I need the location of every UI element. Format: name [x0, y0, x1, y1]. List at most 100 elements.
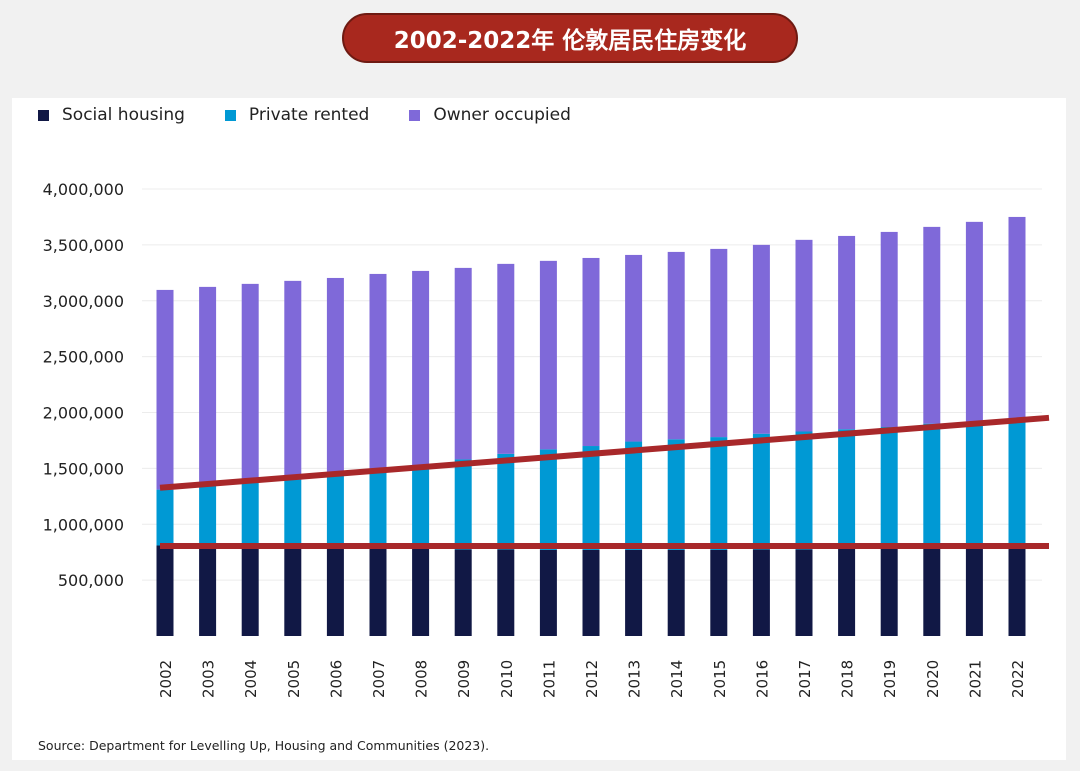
legend-item-owner: Owner occupied	[409, 105, 571, 125]
bar-social-housing	[284, 547, 302, 636]
y-tick-label: 2,000,000	[43, 404, 124, 423]
bar-owner-occupied	[923, 226, 941, 424]
bar-owner-occupied	[454, 267, 472, 460]
bar-private-rented	[880, 427, 898, 549]
x-tick-label: 2012	[583, 660, 601, 698]
y-tick-label: 1,500,000	[43, 459, 124, 478]
bar-owner-occupied	[497, 263, 515, 454]
x-tick-label: 2015	[711, 660, 729, 698]
x-tick-label: 2016	[753, 660, 771, 698]
y-tick-label: 3,500,000	[43, 236, 124, 255]
bar-private-rented	[667, 439, 685, 550]
bar-owner-occupied	[582, 257, 600, 447]
legend: Social housing Private rented Owner occu…	[38, 105, 611, 125]
bar-social-housing	[752, 549, 770, 636]
legend-label: Owner occupied	[433, 105, 571, 125]
bar-owner-occupied	[667, 251, 685, 440]
bar-private-rented	[965, 423, 983, 549]
bar-social-housing	[838, 548, 856, 636]
bar-private-rented	[710, 437, 728, 550]
stacked-bar-chart: 500,000 1,000,000 1,500,000 2,000,000 2,500,…	[43, 180, 1050, 698]
chart-title-banner: 2002-2022年 伦敦居民住房变化	[342, 13, 798, 63]
legend-item-social: Social housing	[38, 105, 185, 125]
bar-social-housing	[241, 547, 259, 636]
bar-social-housing	[625, 549, 643, 636]
bar-social-housing	[795, 549, 813, 636]
bar-private-rented	[369, 470, 387, 549]
legend-swatch	[38, 109, 49, 121]
source-note: Source: Department for Levelling Up, Hou…	[38, 738, 490, 753]
bar-private-rented	[582, 446, 600, 550]
bar-social-housing	[710, 549, 728, 636]
bar-private-rented	[241, 482, 259, 548]
bar-private-rented	[752, 433, 770, 550]
bar-social-housing	[667, 549, 685, 636]
bar-private-rented	[539, 449, 557, 550]
x-tick-label: 2014	[668, 660, 686, 698]
bar-social-housing	[199, 546, 217, 636]
bar-private-rented	[326, 475, 344, 549]
bar-owner-occupied	[795, 239, 813, 432]
legend-item-private: Private rented	[224, 105, 370, 125]
bar-private-rented	[625, 441, 643, 550]
x-tick-label: 2022	[1009, 660, 1027, 698]
bar-private-rented	[454, 459, 472, 550]
bar-owner-occupied	[156, 289, 174, 490]
bar-social-housing	[582, 549, 600, 636]
bar-private-rented	[199, 485, 217, 547]
trend-line-private-rented	[159, 414, 1050, 491]
bar-owner-occupied	[965, 221, 983, 424]
y-tick-label: 3,000,000	[43, 292, 124, 311]
bar-social-housing	[156, 545, 174, 636]
bar-private-rented	[284, 479, 302, 548]
x-tick-label: 2018	[839, 660, 857, 698]
bar-social-housing	[539, 549, 557, 636]
y-tick-label: 2,500,000	[43, 348, 124, 367]
x-tick-label: 2013	[626, 660, 644, 698]
bar-private-rented	[412, 465, 430, 549]
bar-social-housing	[1008, 547, 1026, 636]
bar-owner-occupied	[369, 273, 387, 471]
legend-swatch	[224, 109, 236, 121]
legend-swatch	[409, 109, 421, 121]
bar-social-housing	[497, 549, 515, 636]
bar-private-rented	[795, 431, 813, 550]
bar-social-housing	[923, 548, 941, 636]
x-tick-label: 2005	[285, 660, 303, 698]
bar-social-housing	[965, 548, 983, 636]
bar-social-housing	[412, 548, 430, 636]
x-tick-label: 2011	[540, 660, 558, 698]
bar-social-housing	[454, 549, 472, 636]
x-tick-label: 2010	[498, 660, 516, 698]
bar-owner-occupied	[1008, 216, 1026, 422]
x-tick-label: 2008	[413, 660, 431, 698]
x-tick-label: 2003	[200, 660, 218, 698]
bar-private-rented	[838, 429, 856, 549]
bar-private-rented	[1008, 421, 1026, 548]
bar-owner-occupied	[199, 286, 217, 486]
bar-private-rented	[497, 453, 515, 550]
bar-owner-occupied	[880, 231, 898, 428]
bar-owner-occupied	[412, 270, 430, 466]
x-tick-label: 2007	[370, 660, 388, 698]
x-tick-label: 2002	[157, 660, 175, 698]
bar-social-housing	[369, 548, 387, 636]
legend-label: Social housing	[62, 105, 185, 125]
y-tick-label: 500,000	[58, 571, 124, 590]
x-tick-label: 2006	[327, 660, 345, 698]
bar-social-housing	[880, 548, 898, 636]
bar-social-housing	[326, 548, 344, 636]
x-tick-label: 2009	[455, 660, 473, 698]
bar-owner-occupied	[326, 277, 344, 476]
legend-label: Private rented	[248, 105, 370, 125]
x-tick-label: 2021	[966, 660, 984, 698]
bar-owner-occupied	[710, 248, 728, 438]
x-tick-label: 2004	[242, 660, 260, 698]
bar-private-rented	[156, 489, 174, 546]
bar-owner-occupied	[539, 260, 557, 450]
x-tick-label: 2017	[796, 660, 814, 698]
x-tick-label: 2019	[881, 660, 899, 698]
bar-owner-occupied	[625, 254, 643, 442]
y-tick-label: 4,000,000	[43, 180, 124, 199]
bar-owner-occupied	[838, 235, 856, 430]
